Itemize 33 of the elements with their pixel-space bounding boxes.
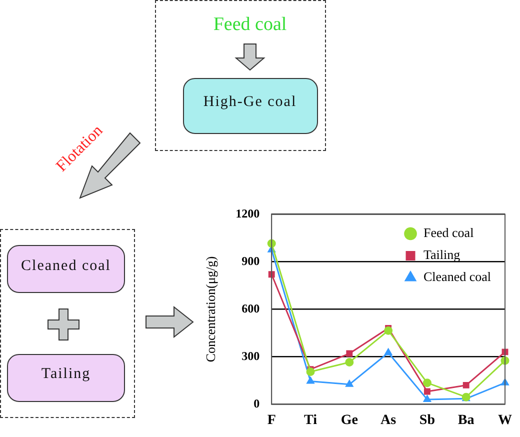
text: Tailing: [40, 366, 92, 383]
point: [346, 350, 353, 357]
x-tick-label: Ge: [340, 413, 358, 428]
legend-label: Feed coal: [424, 225, 474, 240]
y-tick-label: 0: [254, 396, 260, 410]
point: [384, 348, 392, 356]
y-tick-label: 900: [242, 254, 260, 268]
point: [501, 378, 509, 386]
point: [424, 388, 430, 395]
x-tick-label: As: [380, 413, 397, 428]
y-tick-label: 1200: [236, 206, 260, 220]
x-tick-label: F: [267, 413, 276, 428]
point: [462, 382, 470, 388]
point: [306, 376, 314, 384]
y-tick-label: 600: [242, 301, 260, 316]
legend-label: Cleaned coal: [424, 269, 492, 284]
text: High-Ge coal: [202, 94, 298, 111]
y-axis-title: Concentration(μg/g): [203, 256, 218, 362]
point: [423, 395, 431, 402]
x-tick-label: Ba: [458, 413, 474, 428]
point: [422, 378, 432, 388]
legend-label: Tailing: [424, 247, 461, 262]
x-tick-label: Sb: [419, 413, 436, 428]
x-tick-label: Ti: [304, 413, 318, 428]
point: [346, 380, 354, 387]
text: Cleaned coal: [20, 258, 112, 275]
y-tick-label: 300: [242, 348, 260, 363]
x-tick-label: W: [498, 413, 512, 428]
point: [384, 326, 393, 335]
point: [268, 271, 275, 278]
text: Feed coal: [212, 14, 288, 36]
point: [306, 367, 315, 376]
point: [345, 358, 354, 366]
